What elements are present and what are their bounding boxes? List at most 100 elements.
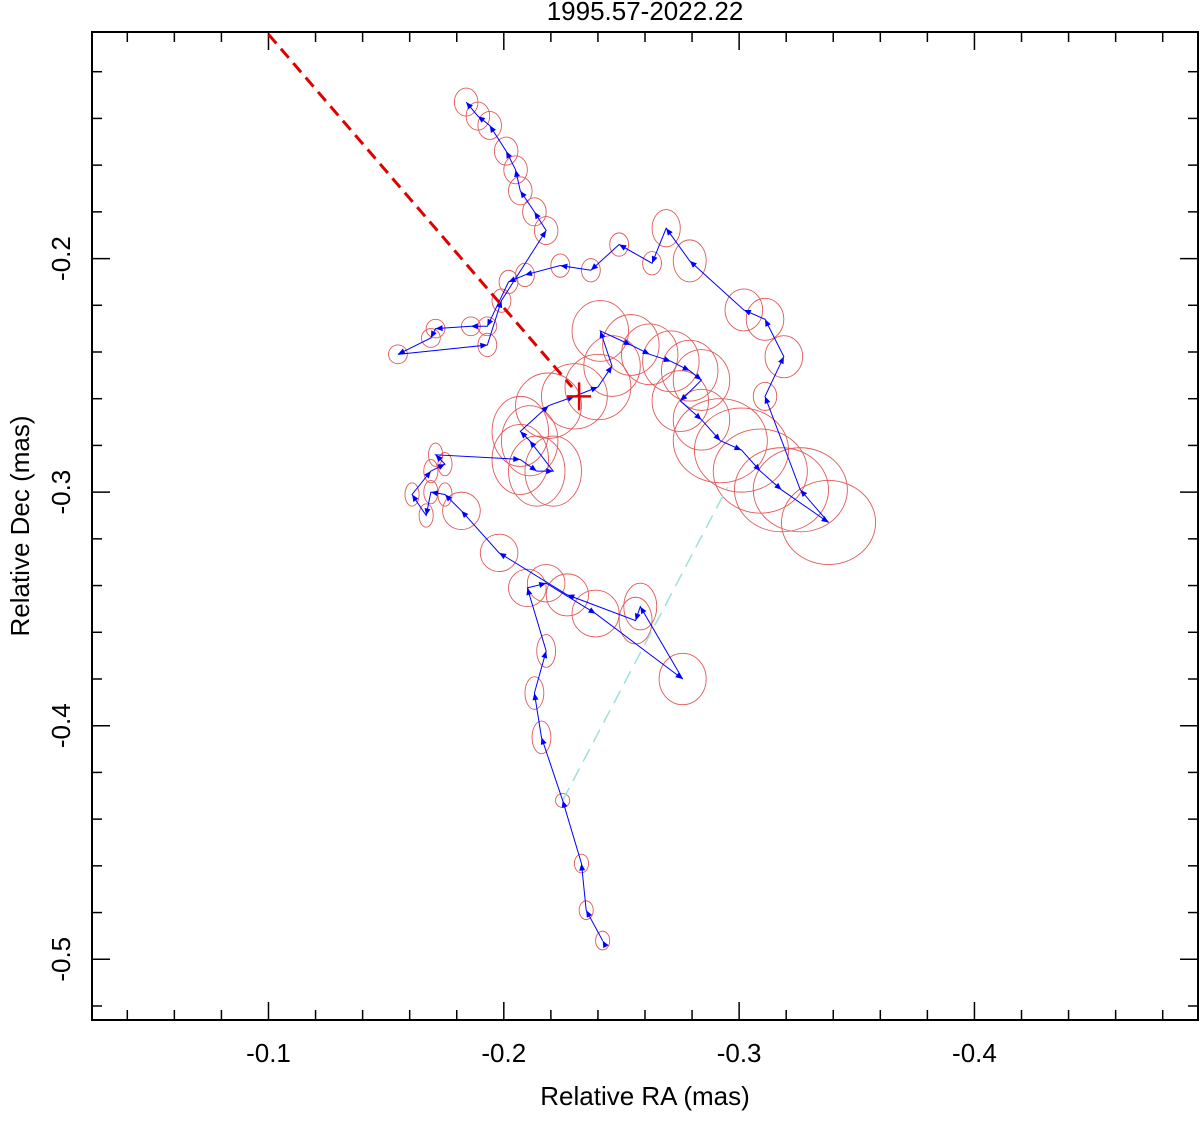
error-ellipse bbox=[642, 251, 662, 276]
point-arrow bbox=[694, 373, 702, 381]
error-ellipse bbox=[752, 381, 778, 411]
error-ellipse bbox=[533, 216, 559, 245]
point-arrow bbox=[539, 230, 547, 239]
error-ellipse bbox=[724, 288, 764, 332]
error-ellipse bbox=[404, 482, 420, 507]
point-arrow bbox=[689, 260, 697, 268]
point-arrow bbox=[560, 263, 568, 270]
point-arrow bbox=[680, 393, 688, 402]
error-ellipse bbox=[573, 853, 589, 874]
y-tick-label: -0.2 bbox=[46, 236, 76, 281]
point-arrow bbox=[430, 330, 437, 338]
error-ellipse bbox=[764, 335, 804, 379]
error-ellipse bbox=[781, 480, 877, 565]
error-ellipse bbox=[508, 568, 547, 608]
error-ellipse bbox=[437, 451, 453, 477]
error-ellipse bbox=[712, 428, 808, 514]
point-arrow bbox=[682, 364, 690, 371]
point-arrow bbox=[520, 431, 528, 439]
error-ellipse bbox=[522, 197, 547, 227]
point-arrow bbox=[487, 318, 494, 327]
point-arrow bbox=[753, 463, 761, 472]
error-ellipse bbox=[651, 370, 709, 432]
point-arrow bbox=[506, 151, 512, 159]
error-ellipse bbox=[672, 349, 731, 411]
y-tick-label: -0.4 bbox=[46, 703, 76, 748]
gap-line bbox=[561, 487, 729, 801]
plot-frame bbox=[91, 31, 1199, 1021]
error-ellipse bbox=[425, 318, 446, 339]
point-arrow bbox=[546, 468, 554, 475]
point-arrow bbox=[642, 348, 650, 355]
point-arrow bbox=[430, 490, 439, 497]
error-ellipse bbox=[672, 398, 768, 484]
error-ellipse bbox=[745, 297, 785, 341]
point-arrow bbox=[529, 440, 537, 449]
error-ellipse bbox=[672, 388, 731, 451]
error-ellipse bbox=[642, 330, 700, 393]
error-ellipse bbox=[526, 564, 566, 603]
point-arrow bbox=[534, 211, 541, 220]
error-ellipse bbox=[602, 314, 660, 376]
point-arrow bbox=[496, 300, 503, 309]
error-ellipse bbox=[672, 239, 707, 283]
point-arrow bbox=[590, 386, 598, 393]
error-ellipse bbox=[503, 155, 528, 185]
error-ellipse bbox=[420, 328, 441, 348]
y-axis-label: Relative Dec (mas) bbox=[5, 415, 35, 636]
point-arrow bbox=[461, 510, 469, 519]
point-arrow bbox=[599, 330, 606, 339]
error-ellipse bbox=[651, 209, 681, 248]
error-ellipse bbox=[571, 589, 620, 638]
point-arrow bbox=[663, 356, 671, 362]
error-ellipse bbox=[493, 136, 519, 166]
error-ellipse bbox=[491, 423, 549, 495]
error-ellipse bbox=[477, 110, 502, 140]
point-arrow bbox=[694, 412, 702, 420]
error-ellipse bbox=[491, 288, 512, 313]
error-ellipse bbox=[581, 258, 601, 283]
error-ellipse bbox=[453, 87, 479, 117]
point-arrow bbox=[765, 319, 771, 327]
point-arrow bbox=[541, 405, 549, 413]
point-arrow bbox=[586, 910, 593, 918]
point-arrow bbox=[532, 693, 539, 701]
reference-point bbox=[567, 382, 592, 411]
x-tick-label: -0.3 bbox=[717, 1038, 762, 1068]
point-arrow bbox=[605, 366, 613, 374]
x-tick-label: -0.4 bbox=[952, 1038, 997, 1068]
chart-title: 1995.57-2022.22 bbox=[547, 0, 744, 26]
error-ellipse bbox=[388, 344, 408, 365]
error-ellipse bbox=[418, 503, 434, 528]
x-tick-label: -0.1 bbox=[246, 1038, 291, 1068]
error-ellipse bbox=[515, 372, 582, 439]
point-arrow bbox=[477, 116, 486, 123]
point-arrow bbox=[412, 494, 419, 502]
plot-area bbox=[267, 33, 877, 951]
point-arrow bbox=[602, 940, 609, 949]
point-arrow bbox=[397, 348, 406, 355]
error-ellipse bbox=[501, 405, 559, 477]
point-arrow bbox=[526, 587, 533, 596]
x-tick-label: -0.2 bbox=[481, 1038, 526, 1068]
error-ellipse bbox=[621, 323, 679, 386]
error-ellipse bbox=[423, 458, 439, 484]
point-arrow bbox=[514, 169, 521, 178]
error-ellipse bbox=[571, 300, 629, 362]
point-arrow bbox=[774, 482, 782, 490]
error-ellipse bbox=[550, 253, 571, 278]
point-arrow bbox=[437, 464, 445, 470]
point-arrow bbox=[634, 613, 641, 621]
error-ellipse bbox=[545, 573, 589, 617]
point-arrow bbox=[538, 581, 547, 588]
point-arrow bbox=[666, 228, 673, 236]
error-ellipse bbox=[693, 407, 789, 493]
error-ellipse bbox=[508, 176, 533, 206]
error-ellipse bbox=[658, 652, 707, 706]
point-arrow bbox=[520, 190, 527, 199]
point-arrow bbox=[743, 309, 752, 316]
point-arrow bbox=[435, 454, 443, 462]
point-arrow bbox=[800, 489, 808, 498]
error-ellipse bbox=[578, 900, 594, 921]
